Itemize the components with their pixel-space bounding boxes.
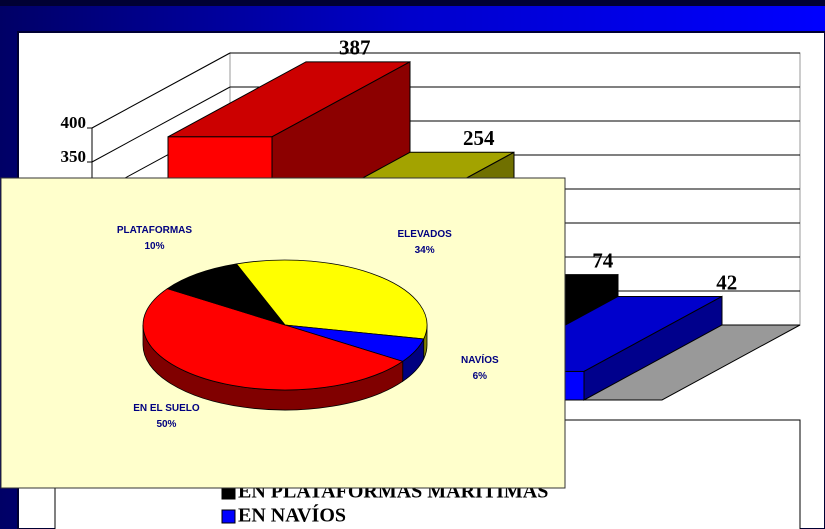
slice-label: PLATAFORMAS <box>117 225 193 236</box>
slice-label: NAVÍOS <box>461 353 499 366</box>
legend-swatch <box>221 509 236 524</box>
side-grid-line <box>91 52 231 129</box>
slice-value: 10% <box>144 241 164 252</box>
data-label: 387 <box>339 36 371 60</box>
slice-value: 6% <box>473 371 488 382</box>
legend-label: EN NAVÍOS <box>238 504 346 527</box>
slice-label: ELEVADOS <box>398 229 453 240</box>
y-tick-label: 350 <box>61 147 87 166</box>
slice-value: 50% <box>156 419 176 430</box>
slice-value: 34% <box>415 245 435 256</box>
data-label: 74 <box>592 248 614 272</box>
pie-chart: ELEVADOS 34% NAVÍOS 6% EN EL SUELO 50% PLATAFO… <box>0 177 566 489</box>
slice-label: EN EL SUELO <box>133 403 200 414</box>
pie-slice <box>142 288 404 391</box>
pie-slice <box>166 263 287 326</box>
y-tick-label: 400 <box>61 113 87 132</box>
side-grid-line <box>91 86 231 163</box>
top-edge <box>0 0 825 6</box>
pie-slice <box>235 259 428 340</box>
data-label: 254 <box>463 126 495 150</box>
data-label: 42 <box>716 270 737 294</box>
